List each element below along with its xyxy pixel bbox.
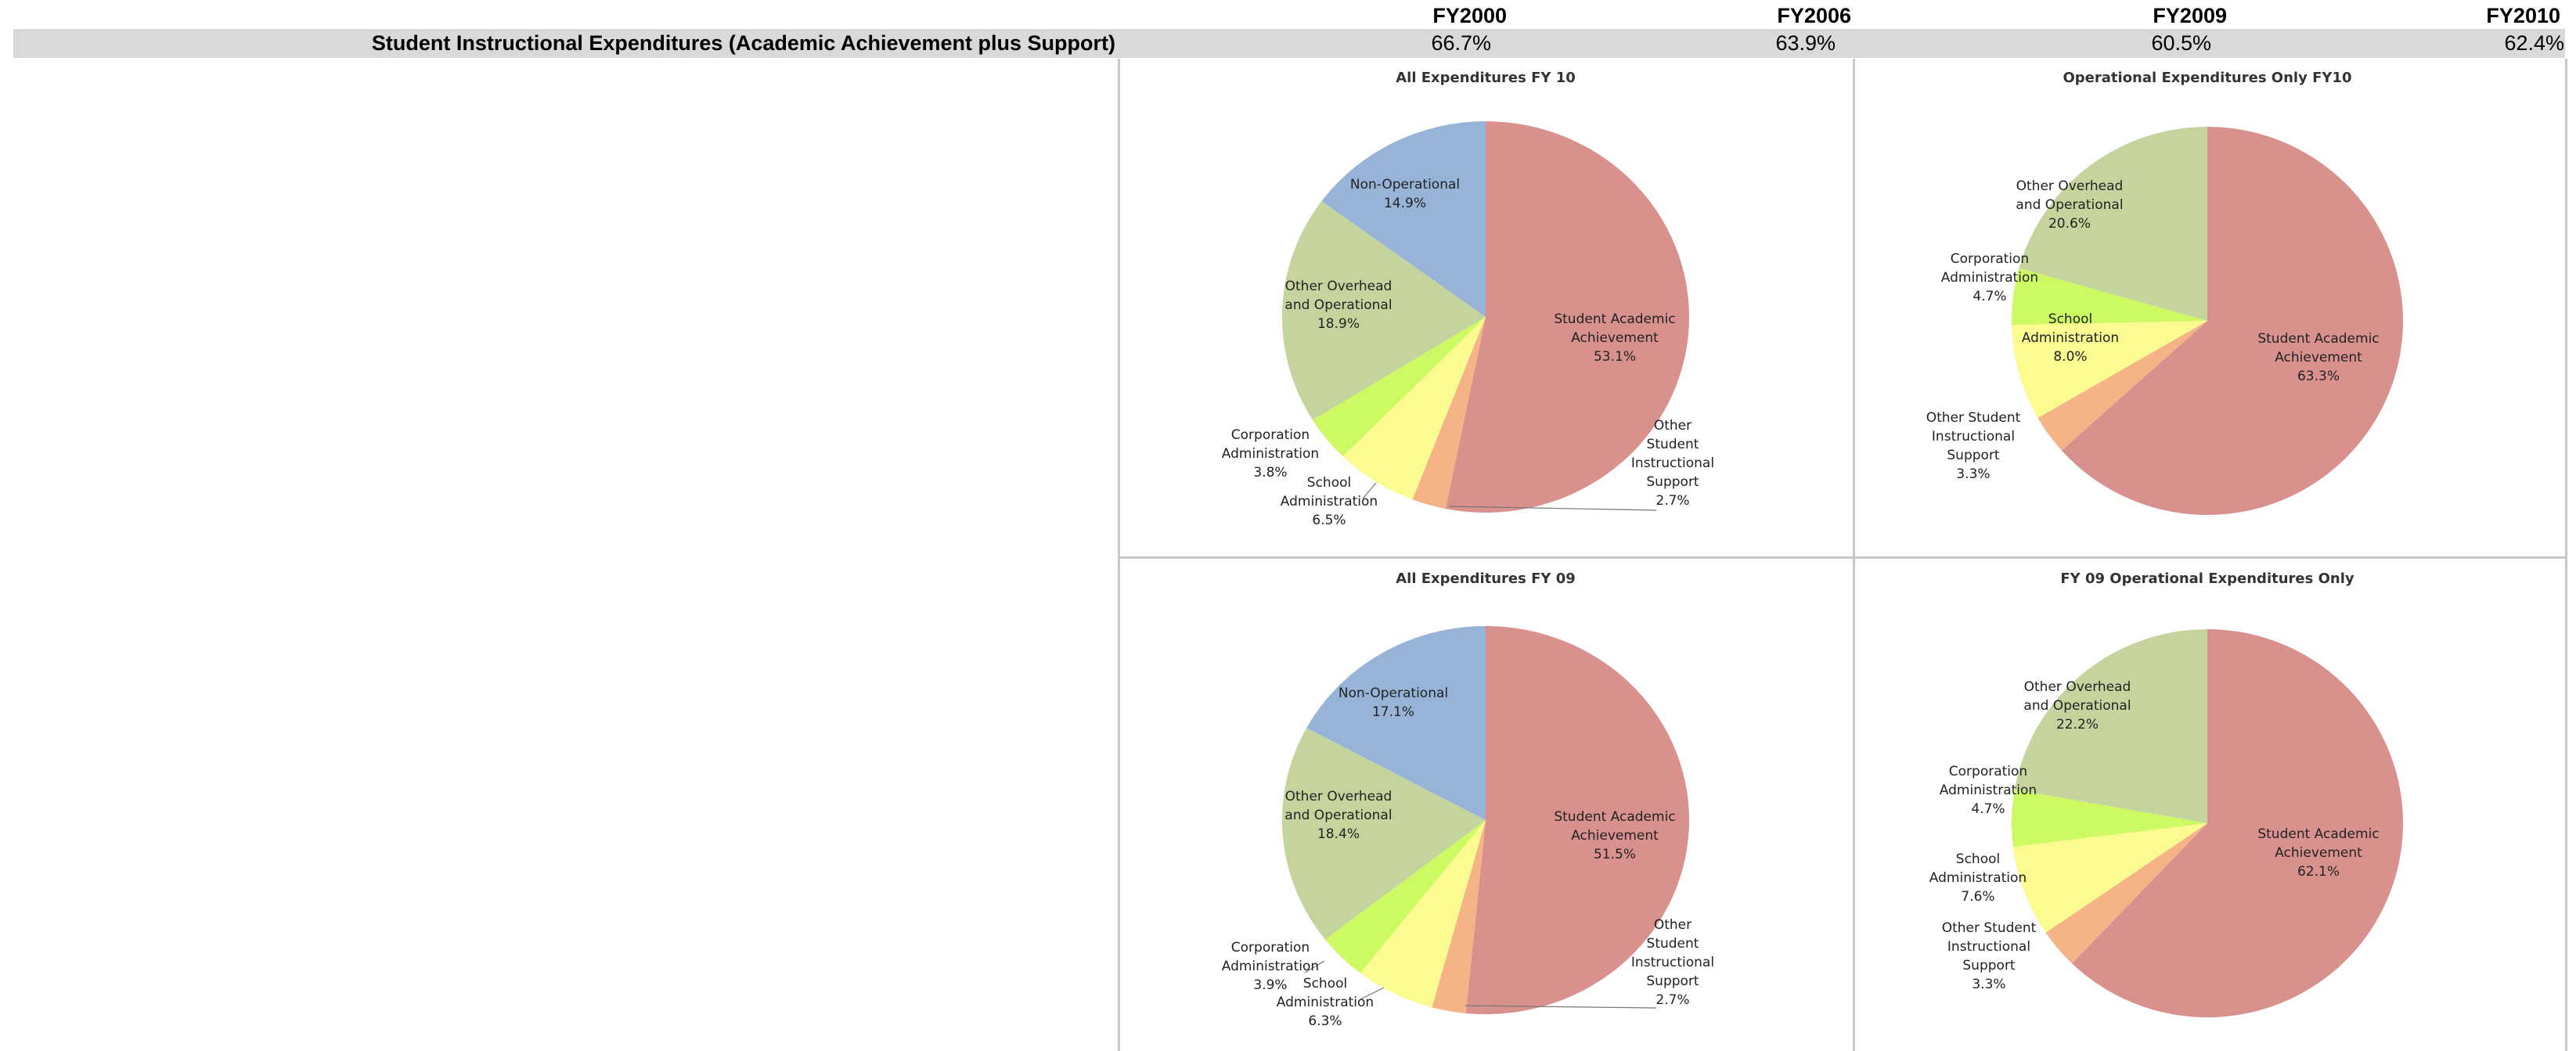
grid-line-right <box>2565 59 2567 1051</box>
pie-slice <box>1324 820 1486 974</box>
table-row <box>13 29 2565 58</box>
pie-slice <box>1412 317 1486 509</box>
slice-label: Other Overhead and Operational 20.6% <box>2016 178 2123 232</box>
leader-line <box>1449 506 1657 511</box>
slice-label: Other Student Instructional Support 2.7% <box>1631 917 1714 1008</box>
slice-label: School Administration 6.5% <box>1281 475 1378 528</box>
pie-slice <box>1465 626 1690 1014</box>
pie-slice <box>1281 200 1486 420</box>
slice-label: Corporation Administration 3.8% <box>1222 427 1319 481</box>
value-fy2006: 63.9% <box>1775 31 1836 55</box>
pie-chart-3: All Expenditures FY 09 Student Academic Ac… <box>1222 570 1714 1029</box>
slice-label: Corporation Administration 4.7% <box>1940 764 2037 817</box>
leader-line <box>1465 1005 1657 1009</box>
pie-slice <box>1306 626 1486 820</box>
value-fy2009: 60.5% <box>2151 31 2211 55</box>
pie-slice <box>1313 317 1486 457</box>
header-fy2000: FY2000 <box>1432 4 1507 27</box>
pie-chart-1: All Expenditures FY 10 Student Academic Ac… <box>1222 70 1714 528</box>
slice-label: Other Student Instructional Support 2.7% <box>1631 418 1714 509</box>
leader-line <box>1360 987 1385 1000</box>
pie-slice <box>2011 268 2207 326</box>
chart-title: All Expenditures FY 10 <box>1396 70 1576 86</box>
leader-line <box>1362 482 1377 499</box>
pie-slice <box>2012 789 2207 847</box>
pie-slice <box>2045 823 2207 964</box>
pie-slice <box>2012 321 2207 418</box>
pie-slice <box>2061 127 2403 515</box>
chart-title: Operational Expenditures Only FY10 <box>2063 70 2352 86</box>
slice-label: Corporation Administration 3.9% <box>1222 940 1319 993</box>
pie-slice <box>1445 121 1690 513</box>
pie-slice <box>2072 629 2403 1017</box>
pie-slice <box>2019 127 2207 321</box>
chart-title: FY 09 Operational Expenditures Only <box>2060 570 2354 587</box>
slice-label: Other Overhead and Operational 22.2% <box>2023 679 2131 732</box>
value-fy2000: 66.7% <box>1431 31 1491 55</box>
row-label: Student Instructional Expenditures (Acad… <box>371 31 1115 55</box>
slice-label: Student Academic Achievement 62.1% <box>2257 826 2379 880</box>
pie-slice <box>1360 820 1486 1008</box>
slice-label: Other Overhead and Operational 18.9% <box>1284 279 1392 332</box>
value-fy2010: 62.4% <box>2504 31 2564 55</box>
slice-label: School Administration 6.3% <box>1277 976 1374 1029</box>
grid-line-middle <box>1853 59 1855 1051</box>
pie-chart-4: FY 09 Operational Expenditures Only Stude… <box>1929 570 2403 1017</box>
slice-label: Other Student Instructional Support 3.3% <box>1926 410 2021 482</box>
grid-line-horizontal <box>1118 556 2567 559</box>
pie-slice <box>1281 728 1486 940</box>
slice-label: Corporation Administration 4.7% <box>1941 251 2038 304</box>
pie-slice <box>2012 823 2207 933</box>
slice-label: Student Academic Achievement 51.5% <box>1554 809 1675 862</box>
slice-label: Student Academic Achievement 53.1% <box>1554 311 1675 365</box>
header-fy2009: FY2009 <box>2153 4 2227 27</box>
grid-line-left <box>1118 59 1120 1051</box>
slice-label: Non-Operational 17.1% <box>1338 686 1448 720</box>
leader-line <box>1304 960 1325 974</box>
pie-chart-2: Operational Expenditures Only FY10 Studen… <box>1926 70 2403 515</box>
header-fy2010: FY2010 <box>2486 4 2560 27</box>
slice-label: Other Overhead and Operational 18.4% <box>1284 789 1392 842</box>
pie-slice <box>1432 820 1486 1013</box>
pie-slice <box>2014 628 2207 823</box>
slice-label: Other Student Instructional Support 3.3% <box>1942 920 2037 992</box>
pie-slice <box>2037 321 2207 451</box>
pie-slice <box>1342 317 1486 500</box>
slice-label: Non-Operational 14.9% <box>1350 177 1460 211</box>
slice-label: School Administration 7.6% <box>1929 851 2027 905</box>
slice-label: School Administration 8.0% <box>2022 311 2119 365</box>
pie-slice <box>1321 121 1486 317</box>
header-fy2006: FY2006 <box>1777 4 1851 27</box>
chart-title: All Expenditures FY 09 <box>1396 570 1576 587</box>
slice-label: Student Academic Achievement 63.3% <box>2257 331 2379 384</box>
